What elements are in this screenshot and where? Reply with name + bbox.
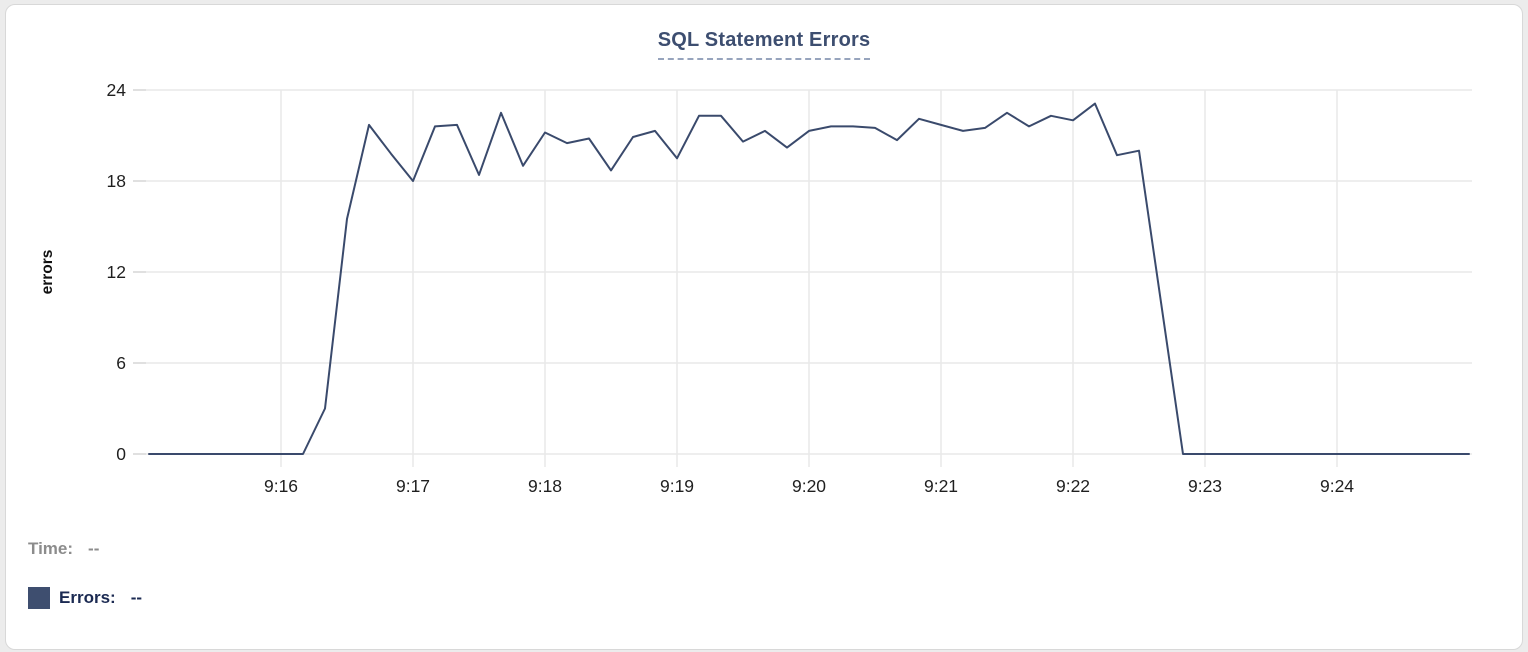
y-axis-title: errors bbox=[39, 250, 56, 295]
hover-readout: Time: -- Errors: -- bbox=[28, 536, 142, 634]
x-tick-label: 9:22 bbox=[1056, 476, 1090, 496]
errors-readout-value: -- bbox=[130, 588, 143, 607]
errors-series-line bbox=[148, 102, 1470, 455]
chart-card: SQL Statement Errors 0 6 12 18 24 9:16 9:17 9:1… bbox=[5, 4, 1523, 650]
y-tick-label: 24 bbox=[107, 80, 127, 100]
time-readout-row: Time: -- bbox=[28, 536, 142, 562]
chart-header: SQL Statement Errors bbox=[6, 29, 1522, 60]
y-tick-label: 0 bbox=[116, 444, 126, 464]
errors-series-swatch-icon bbox=[28, 587, 50, 609]
x-tick-label: 9:20 bbox=[792, 476, 826, 496]
chart-title[interactable]: SQL Statement Errors bbox=[657, 29, 871, 60]
x-tick-label: 9:24 bbox=[1320, 476, 1354, 496]
y-tick-label: 12 bbox=[107, 262, 126, 282]
x-tick-label: 9:17 bbox=[396, 476, 430, 496]
x-tick-label: 9:19 bbox=[660, 476, 694, 496]
time-readout-label: Time: bbox=[28, 539, 74, 558]
y-tick-label: 6 bbox=[116, 353, 126, 373]
x-tick-label: 9:21 bbox=[924, 476, 958, 496]
errors-line-chart[interactable]: 0 6 12 18 24 9:16 9:17 9:18 9:19 9:20 9:21 9:22 9:23… bbox=[6, 5, 1528, 517]
x-tick-label: 9:23 bbox=[1188, 476, 1222, 496]
x-tick-label: 9:16 bbox=[264, 476, 298, 496]
y-tick-label: 18 bbox=[107, 171, 126, 191]
errors-readout-label: Errors: bbox=[59, 588, 116, 607]
x-tick-label: 9:18 bbox=[528, 476, 562, 496]
time-readout-value: -- bbox=[88, 539, 100, 558]
errors-readout-row: Errors: -- bbox=[28, 585, 142, 611]
